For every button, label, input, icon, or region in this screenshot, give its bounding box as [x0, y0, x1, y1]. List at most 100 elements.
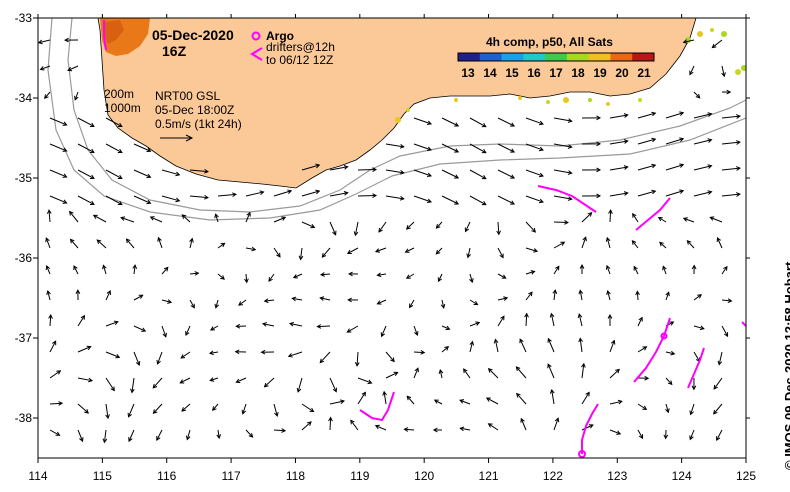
current-vector-head	[459, 426, 465, 432]
current-vector-head	[485, 397, 491, 402]
current-vector	[105, 403, 109, 419]
current-vector-head	[547, 363, 552, 369]
current-vector	[497, 315, 505, 327]
current-vector	[721, 115, 740, 119]
current-vector-head	[214, 303, 220, 309]
current-vector	[189, 238, 193, 249]
current-vector-head	[638, 316, 643, 322]
current-vector	[329, 166, 348, 171]
current-vector	[133, 143, 151, 152]
current-vector-head	[127, 412, 132, 418]
current-vector-head	[426, 172, 433, 178]
current-vector-head	[617, 399, 623, 405]
current-vector	[385, 195, 404, 200]
current-vector-head	[501, 274, 507, 279]
current-vector	[152, 377, 163, 389]
current-vector-head	[208, 350, 214, 356]
current-vector-head	[736, 192, 741, 197]
current-vector	[273, 216, 286, 223]
argo-floats	[578, 332, 668, 458]
current-vector	[609, 140, 628, 145]
current-vector	[49, 143, 67, 152]
current-vector-head	[117, 122, 123, 128]
current-vector-head	[528, 291, 533, 297]
current-vector	[497, 143, 515, 153]
current-vector	[273, 429, 286, 432]
current-vector	[329, 400, 345, 405]
current-vector-head	[232, 192, 237, 198]
drifter-track-2	[635, 197, 671, 231]
current-vector	[469, 341, 474, 353]
current-vector	[375, 247, 387, 253]
current-vector	[413, 195, 432, 203]
current-vector	[157, 351, 163, 365]
current-vector-head	[190, 303, 195, 309]
sst-colorbar-ticks: 13 14 15 16 17 18 19 20 21	[461, 66, 651, 80]
current-vector	[551, 389, 555, 405]
current-vector	[413, 117, 432, 125]
current-vector-head	[216, 434, 222, 440]
current-vector-head	[390, 357, 395, 363]
current-vector	[525, 291, 533, 301]
current-vectors	[38, 37, 741, 444]
current-vector	[469, 169, 487, 180]
current-vector-head	[549, 388, 555, 394]
current-vector-head	[426, 120, 433, 126]
current-vector-head	[496, 230, 502, 236]
current-vector	[133, 265, 136, 275]
current-vector-head	[45, 237, 50, 243]
current-vector	[441, 195, 459, 205]
current-vector-head	[473, 300, 479, 306]
current-vector	[609, 114, 628, 119]
colorbar-frame	[457, 52, 655, 62]
drifter-track-8	[103, 20, 107, 51]
current-vector-head	[405, 225, 411, 230]
current-vector	[497, 297, 508, 301]
x-tick-label: 115	[93, 469, 112, 483]
current-vector	[181, 403, 191, 412]
current-vector-head	[686, 240, 692, 245]
current-vector-head	[432, 427, 438, 433]
current-vector-head	[642, 405, 648, 410]
current-vector-head	[157, 236, 162, 242]
current-vector-head	[128, 437, 133, 443]
current-vector	[180, 377, 191, 384]
current-vector-head	[220, 242, 226, 248]
current-vector	[525, 195, 544, 203]
current-vector	[273, 190, 292, 197]
colorbar-segment	[566, 53, 590, 61]
current-vector-head	[372, 193, 378, 198]
current-vector-head	[533, 248, 539, 253]
current-vector	[356, 351, 359, 366]
current-vector-head	[62, 121, 68, 126]
current-vector-head	[343, 191, 349, 196]
current-vector	[606, 265, 611, 275]
current-vector-head	[62, 173, 68, 178]
colorbar-tick-label: 19	[593, 66, 607, 80]
x-tick-label: 120	[414, 469, 434, 483]
current-vector-head	[554, 417, 560, 423]
current-vector-head	[605, 264, 611, 270]
current-vector-head	[466, 253, 471, 259]
current-vector-head	[679, 137, 685, 142]
current-vector	[609, 166, 628, 171]
current-vector-head	[367, 379, 373, 385]
current-vector-head	[659, 241, 664, 247]
current-vector	[297, 377, 303, 393]
current-vector-head	[464, 227, 470, 233]
current-vector-head	[538, 198, 544, 204]
current-vector-head	[238, 301, 243, 306]
current-vector-head	[437, 277, 443, 283]
current-vector	[317, 325, 331, 328]
current-vector	[441, 169, 459, 179]
current-vector	[579, 290, 583, 301]
current-vector-head	[393, 371, 399, 376]
current-vector	[321, 247, 331, 258]
y-axis-labels: -33 -34 -35 -36 -37 -38	[15, 11, 33, 425]
current-vector-head	[75, 289, 81, 294]
colorbar-segment	[458, 53, 481, 61]
current-vector-head	[146, 173, 152, 179]
current-vector-head	[420, 350, 426, 355]
isobath-1000m	[47, 18, 746, 221]
